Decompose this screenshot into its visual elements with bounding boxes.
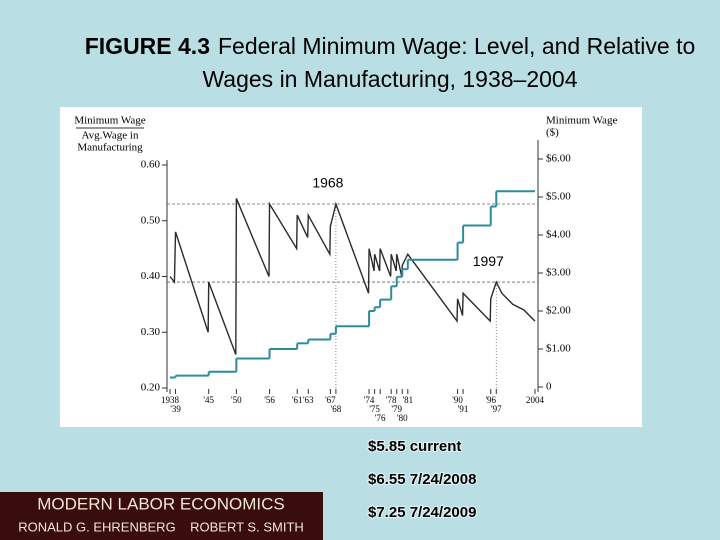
x-tick-label: '97	[491, 404, 502, 414]
y2-tick-label: $5.00	[546, 191, 571, 203]
annotation: 1997	[473, 253, 504, 269]
x-tick-label: '79	[391, 404, 402, 414]
x-tick-label: '80	[397, 413, 408, 423]
y2-tick-label: $2.00	[546, 305, 571, 317]
x-tick-label: '56	[264, 395, 275, 405]
y2-tick-label: $6.00	[546, 153, 571, 165]
y-tick-label: 0.60	[141, 159, 161, 171]
annotation: 1968	[312, 175, 343, 191]
x-tick-label: 2004	[526, 395, 545, 405]
y-tick-label: 0.50	[141, 214, 161, 226]
y2-tick-label: 0	[546, 381, 552, 393]
x-tick-label: '39	[170, 404, 181, 414]
x-tick-label: '78	[386, 395, 397, 405]
logo-line: MODERN LABOR ECONOMICS	[37, 494, 284, 513]
x-tick-label: '74	[364, 395, 375, 405]
series-line	[169, 198, 536, 355]
y2-tick-label: $4.00	[546, 229, 571, 241]
x-tick-label: '96	[485, 395, 496, 405]
y-label: Minimum Wage	[74, 115, 145, 127]
x-tick-label: '45	[203, 395, 214, 405]
chart-title: Federal Minimum Wage: Level, and Relativ…	[202, 33, 696, 92]
x-tick-label: '63	[303, 395, 314, 405]
title: FIGURE 4.3 Federal Minimum Wage: Level, a…	[60, 30, 720, 96]
x-tick-label: '67	[325, 395, 336, 405]
y2-label: ($)	[546, 127, 559, 139]
logo-line: RONALD G. EHRENBERG ROBERT S. SMITH	[18, 519, 304, 534]
x-tick-label: '76	[375, 413, 386, 423]
y2-tick-label: $3.00	[546, 267, 571, 279]
y-tick-label: 0.40	[141, 270, 161, 282]
note: $5.85 current	[368, 438, 461, 455]
note: $7.25 7/24/2009	[368, 504, 476, 521]
x-tick-label: '81	[402, 395, 413, 405]
chart-panel	[60, 107, 642, 427]
x-tick-label: '68	[331, 404, 342, 414]
y2-tick-label: $1.00	[546, 343, 571, 355]
x-tick-label: '50	[231, 395, 242, 405]
y-label: Avg.Wage in	[82, 130, 139, 142]
x-tick-label: '61	[292, 395, 303, 405]
y-tick-label: 0.20	[141, 382, 161, 394]
x-tick-label: 1938	[161, 395, 180, 405]
x-tick-label: '91	[458, 404, 469, 414]
y2-label: Minimum Wage	[546, 115, 617, 127]
figure-label: FIGURE 4.3	[84, 33, 210, 59]
x-tick-label: '90	[452, 395, 463, 405]
y-label: Manufacturing	[77, 142, 143, 154]
logo-box	[0, 492, 323, 540]
y-tick-label: 0.30	[141, 326, 161, 338]
x-tick-label: '75	[369, 404, 380, 414]
note: $6.55 7/24/2008	[368, 471, 476, 488]
